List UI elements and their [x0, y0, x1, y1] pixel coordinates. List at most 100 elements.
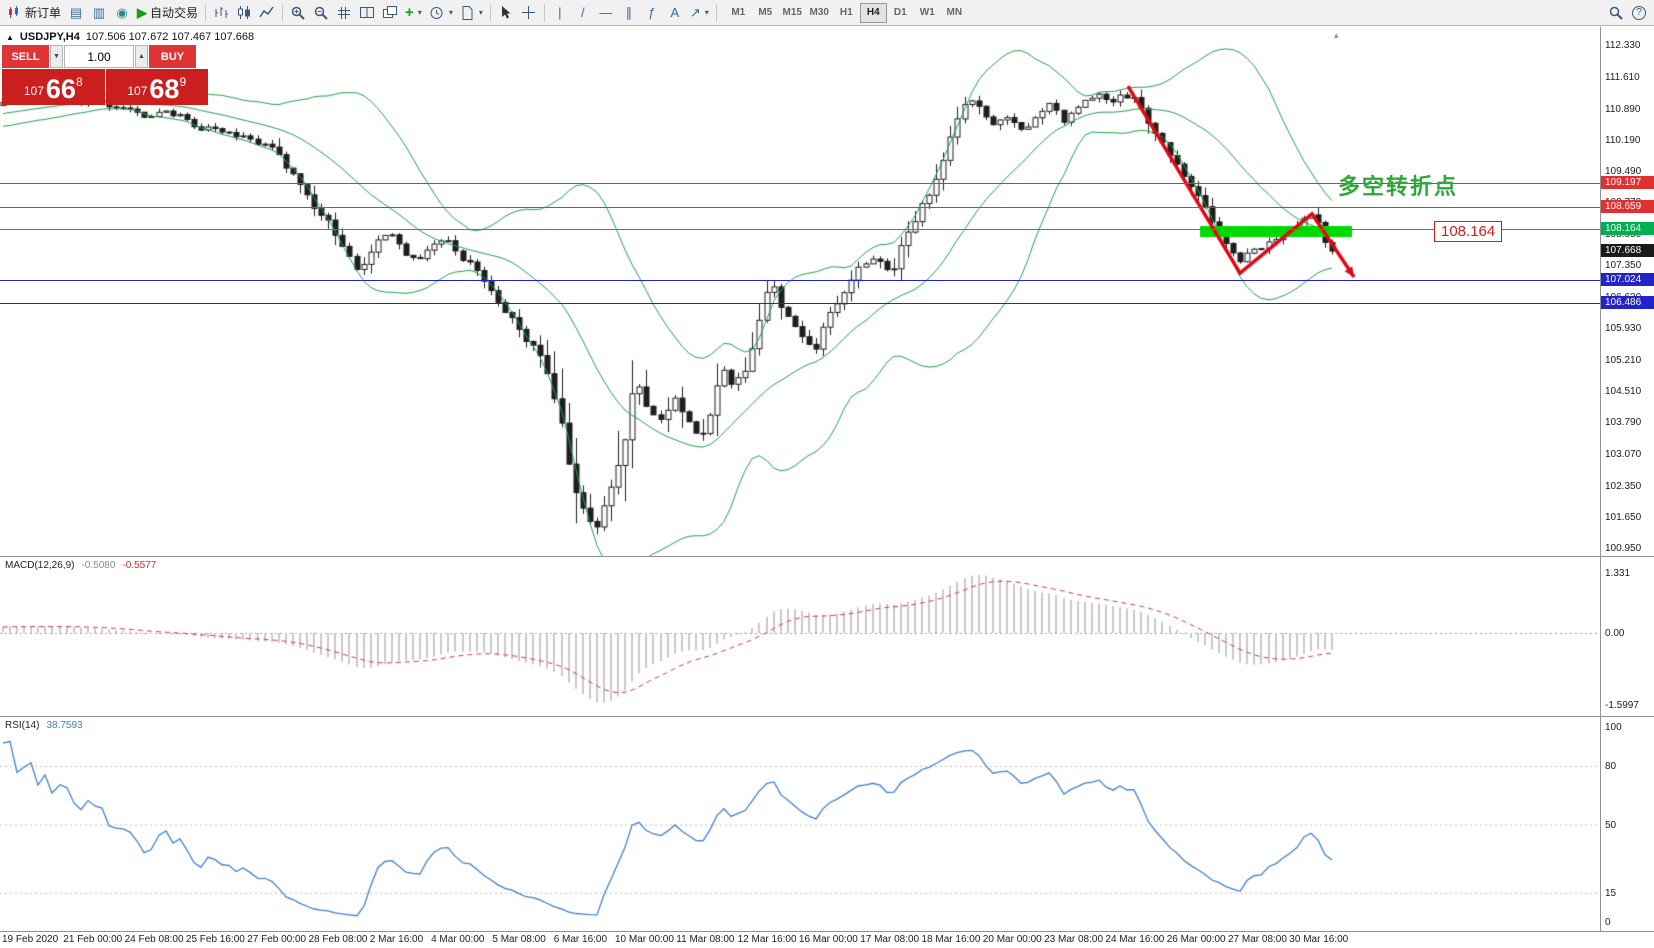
timeframe-button-d1[interactable]: D1 — [893, 7, 907, 18]
symbol-name: USDJPY,H4 — [19, 31, 80, 43]
buy-price-prefix: 107 — [127, 84, 148, 98]
price-scale-label: 109.490 — [1605, 165, 1642, 177]
time-axis-label: 4 Mar 00:00 — [431, 934, 485, 945]
templates-button[interactable]: ▾ — [457, 2, 486, 24]
time-axis-label: 21 Feb 00:00 — [63, 934, 123, 945]
help-button[interactable]: ? — [1628, 2, 1650, 24]
timeframe-button-h4[interactable]: H4 — [859, 2, 887, 23]
vertical-line-icon: | — [558, 5, 562, 20]
macd-panel-canvas[interactable] — [0, 557, 1600, 716]
rsi-panel-canvas[interactable] — [0, 717, 1600, 931]
macd-indicator-label: MACD(12,26,9) -0.5080 -0.5577 — [5, 560, 156, 571]
main-macd-divider[interactable] — [0, 556, 1654, 557]
time-axis[interactable]: 19 Feb 2020 21 Feb 00:00 24 Feb 08:00 25 Fe… — [0, 932, 1654, 948]
cascade-windows-button[interactable] — [379, 2, 401, 24]
chart-shift-marker[interactable]: ▴ — [1334, 30, 1339, 40]
turning-point-annotation[interactable]: 多空转折点 — [1338, 174, 1459, 199]
market-watch-button[interactable]: ▤ — [65, 2, 87, 24]
volume-input[interactable] — [64, 45, 134, 68]
search-icon — [1609, 6, 1623, 20]
market-watch-icon: ▤ — [69, 5, 83, 20]
buy-price-sup: 9 — [179, 75, 187, 89]
timeframe-button-m15[interactable]: M15 — [782, 7, 802, 18]
autotrading-button[interactable]: ▶ 自动交易 — [134, 2, 201, 24]
data-window-button[interactable]: ▥ — [88, 2, 110, 24]
horizontal-line-icon: — — [599, 5, 613, 20]
rsi-scale-label: 100 — [1605, 722, 1622, 733]
rsi-scale-label: 15 — [1605, 887, 1617, 899]
price-scale-label: 112.330 — [1605, 40, 1641, 51]
cursor-button[interactable] — [495, 2, 517, 24]
trendline-tool[interactable]: / — [572, 2, 594, 24]
search-button[interactable] — [1605, 2, 1627, 24]
rsi-scale-label: 0 — [1605, 917, 1611, 928]
chevron-down-icon: ▾ — [704, 8, 709, 17]
line-chart-button[interactable] — [256, 2, 278, 24]
trendline-icon: / — [581, 5, 585, 20]
price-callout-box[interactable]: 108.164 — [1434, 221, 1503, 242]
fibonacci-tool[interactable]: ƒ — [641, 2, 663, 24]
sell-button[interactable]: SELL — [2, 45, 49, 68]
time-axis-label: 27 Mar 08:00 — [1228, 934, 1287, 945]
timeframe-button-m1[interactable]: M1 — [731, 7, 746, 18]
cursor-icon — [502, 6, 511, 19]
bar-chart-icon — [215, 7, 229, 18]
price-scale-label: 103.070 — [1605, 449, 1642, 461]
vertical-line-tool[interactable]: | — [549, 2, 571, 24]
arrow-tool[interactable]: ↗ ▾ — [687, 2, 712, 24]
main-chart-canvas[interactable] — [0, 27, 1600, 557]
buy-button[interactable]: BUY — [149, 45, 196, 68]
rsi-scale-label: 50 — [1605, 819, 1617, 831]
candlestick-chart-button[interactable] — [233, 2, 255, 24]
timeframe-button-mn[interactable]: MN — [946, 7, 963, 18]
timeframe-button-m5[interactable]: M5 — [758, 7, 773, 18]
horizontal-line-tool[interactable]: — — [595, 2, 617, 24]
time-axis-label: 2 Mar 16:00 — [369, 934, 424, 945]
clock-icon — [430, 6, 443, 19]
grid-button[interactable] — [333, 2, 355, 24]
volume-up-button[interactable]: ▲ — [135, 45, 148, 68]
navigator-icon: ◉ — [116, 5, 128, 20]
arrow-tool-icon: ↗ — [689, 5, 701, 20]
time-axis-label: 12 Mar 16:00 — [737, 934, 797, 945]
bar-chart-button[interactable] — [210, 2, 232, 24]
buy-price-button[interactable]: 107 68 9 — [105, 69, 208, 105]
grid-icon — [338, 7, 351, 19]
new-order-label: 新订单 — [25, 6, 62, 20]
macd-scale-label: 0.00 — [1605, 628, 1625, 639]
sell-price-button[interactable]: 107 66 8 — [2, 69, 105, 105]
new-order-button[interactable]: 新订单 — [4, 2, 64, 24]
text-tool[interactable]: A — [664, 2, 686, 24]
symbol-ohlc: 107.506 107.672 107.467 107.668 — [85, 31, 255, 43]
timeframe-button-w1[interactable]: W1 — [919, 7, 935, 18]
zoom-in-button[interactable] — [287, 2, 309, 24]
tile-windows-button[interactable] — [356, 2, 378, 24]
one-click-trading-panel: SELL ▼ ▲ BUY 107 66 8 107 68 9 — [2, 45, 208, 105]
navigator-button[interactable]: ◉ — [111, 2, 133, 24]
indicators-button[interactable]: + ▾ — [402, 2, 425, 24]
zoom-in-icon — [291, 6, 305, 20]
price-tag: 107.668 — [1601, 244, 1654, 258]
buy-price-big: 68 — [149, 74, 180, 104]
chevron-down-icon: ▾ — [448, 8, 453, 17]
chart-symbol-header: ▲ USDJPY,H4 107.506 107.672 107.467 107.… — [6, 31, 254, 43]
timeframe-button-m30[interactable]: M30 — [809, 7, 829, 18]
timeframe-button-h1[interactable]: H1 — [839, 7, 853, 18]
macd-main-value: -0.5080 — [81, 560, 116, 571]
macd-rsi-divider[interactable] — [0, 716, 1654, 717]
toolbar-separator — [543, 3, 545, 22]
zoom-out-button[interactable] — [310, 2, 332, 24]
channel-tool[interactable]: ∥ — [618, 2, 640, 24]
price-scale-label: 111.610 — [1605, 71, 1640, 83]
time-axis-label: 30 Mar 16:00 — [1289, 934, 1349, 945]
volume-down-button[interactable]: ▼ — [50, 45, 63, 68]
macd-scale-label: 1.331 — [1605, 568, 1631, 580]
macd-signal-value: -0.5577 — [122, 560, 157, 571]
periods-button[interactable]: ▾ — [426, 2, 456, 24]
price-tag: 106.486 — [1601, 296, 1654, 310]
channel-icon: ∥ — [625, 5, 633, 20]
time-axis-label: 24 Mar 16:00 — [1105, 934, 1165, 945]
cascade-windows-icon — [383, 6, 398, 18]
sell-price-big: 66 — [45, 74, 76, 104]
crosshair-button[interactable] — [518, 2, 540, 24]
